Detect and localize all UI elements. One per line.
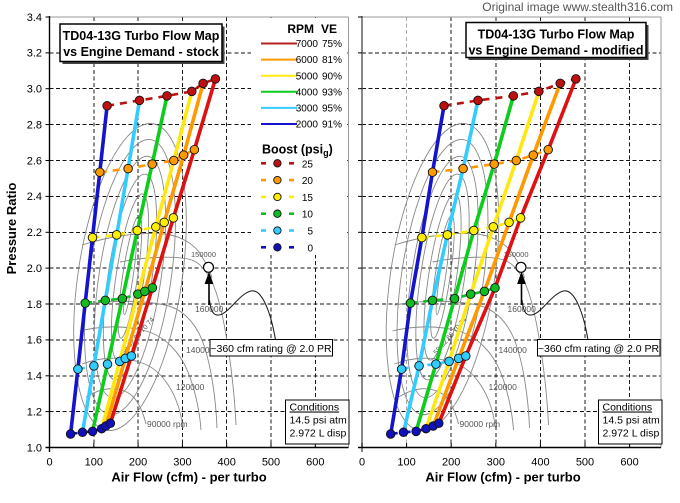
svg-text:0: 0 [46,457,52,469]
svg-text:20: 20 [302,176,314,187]
svg-text:0: 0 [307,243,313,254]
svg-text:14.5 psi atm: 14.5 psi atm [290,415,347,427]
svg-text:3.0: 3.0 [27,84,42,96]
svg-text:vs Engine Demand - stock: vs Engine Demand - stock [63,45,219,59]
svg-text:2.2: 2.2 [27,227,42,239]
svg-text:~360 cfm rating @ 2.0 PR: ~360 cfm rating @ 2.0 PR [210,343,332,355]
svg-text:90000 rpm: 90000 rpm [147,419,188,429]
svg-text:7000: 7000 [296,39,319,50]
svg-text:91%: 91% [322,120,342,131]
svg-text:1.8: 1.8 [27,299,42,311]
svg-text:160000: 160000 [508,304,537,314]
svg-text:Air Flow (cfm) - per turbo: Air Flow (cfm) - per turbo [425,470,580,485]
svg-text:15: 15 [302,193,314,204]
svg-text:~360 cfm rating @ 2.0 PR: ~360 cfm rating @ 2.0 PR [538,343,660,355]
svg-text:2000: 2000 [296,120,319,131]
svg-text:Original image www.stealth316.: Original image www.stealth316.com [482,0,673,14]
svg-text:100: 100 [85,457,103,469]
svg-text:5: 5 [307,227,313,238]
svg-text:120000: 120000 [176,382,205,392]
svg-text:vs Engine Demand - modified: vs Engine Demand - modified [468,44,643,58]
svg-text:14.5 psi atm: 14.5 psi atm [603,415,660,427]
svg-text:TD04-13G Turbo Flow Map: TD04-13G Turbo Flow Map [478,28,635,42]
svg-text:2.6: 2.6 [27,155,42,167]
svg-text:81%: 81% [322,55,342,66]
svg-text:500: 500 [262,457,280,469]
svg-text:90%: 90% [322,71,342,82]
svg-text:600: 600 [306,457,324,469]
svg-text:500: 500 [576,457,594,469]
svg-text:140000: 140000 [499,345,528,355]
svg-text:1.6: 1.6 [27,335,42,347]
svg-text:2.0: 2.0 [27,263,42,275]
svg-text:Pressure Ratio: Pressure Ratio [4,183,19,275]
svg-text:160000: 160000 [195,304,224,314]
svg-text:0: 0 [359,457,365,469]
svg-text:2.972 L disp: 2.972 L disp [290,428,347,440]
svg-text:4000: 4000 [296,87,319,98]
svg-text:RPM: RPM [287,22,314,36]
svg-text:25: 25 [302,159,314,170]
svg-text:150000: 150000 [191,250,216,259]
svg-text:Conditions: Conditions [290,402,340,414]
svg-text:300: 300 [487,457,505,469]
svg-text:400: 400 [531,457,549,469]
svg-text:10: 10 [302,210,314,221]
svg-text:1.2: 1.2 [27,406,42,418]
svg-text:93%: 93% [322,87,342,98]
svg-text:2.4: 2.4 [27,191,42,203]
svg-text:600: 600 [620,457,638,469]
svg-text:2.8: 2.8 [27,119,42,131]
svg-text:200: 200 [129,457,147,469]
svg-text:1.4: 1.4 [27,371,42,383]
svg-text:100: 100 [397,457,415,469]
svg-text:3000: 3000 [296,104,319,115]
svg-text:150000: 150000 [504,250,529,259]
svg-text:Boost (psig): Boost (psig) [262,143,333,159]
svg-text:400: 400 [218,457,236,469]
svg-text:90000 rpm: 90000 rpm [460,419,501,429]
svg-text:120000: 120000 [489,382,518,392]
svg-text:140000: 140000 [186,345,215,355]
svg-text:Air Flow (cfm) - per turbo: Air Flow (cfm) - per turbo [111,470,266,485]
svg-text:75%: 75% [322,39,342,50]
svg-text:Conditions: Conditions [603,402,653,414]
svg-text:2.972 L disp: 2.972 L disp [603,428,660,440]
svg-text:300: 300 [173,457,191,469]
svg-text:3.4: 3.4 [27,12,42,24]
svg-text:200: 200 [442,457,460,469]
svg-text:1.0: 1.0 [27,442,42,454]
svg-text:3.2: 3.2 [27,48,42,60]
svg-text:VE: VE [321,22,337,36]
svg-text:TD04-13G Turbo Flow Map: TD04-13G Turbo Flow Map [63,29,220,43]
svg-text:5000: 5000 [296,71,319,82]
svg-text:95%: 95% [322,104,342,115]
svg-text:6000: 6000 [296,55,319,66]
